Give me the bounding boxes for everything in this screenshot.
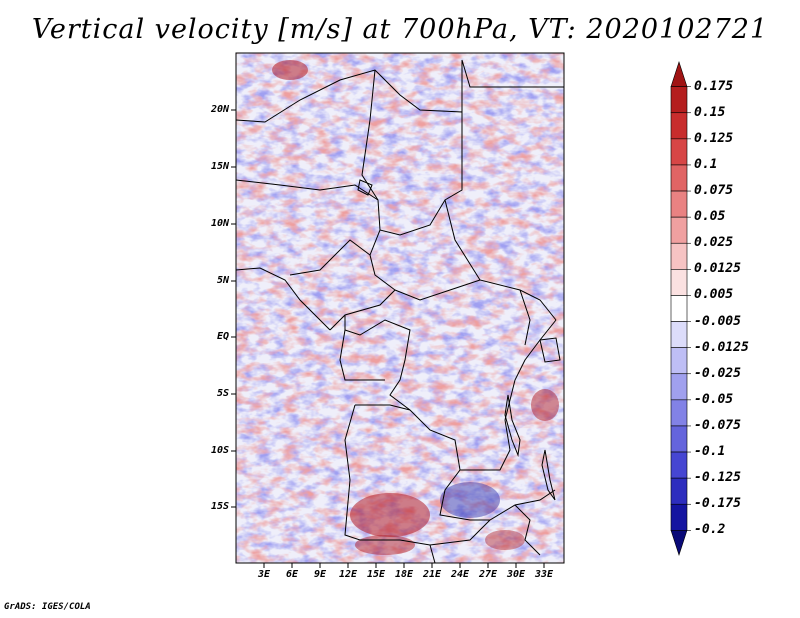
colorbar-label: 0.0125	[694, 261, 741, 277]
updraft-south	[355, 535, 415, 555]
lat-label-15N: 15N	[210, 161, 229, 172]
lat-label-20N: 20N	[210, 104, 229, 115]
colorbar-swatch	[670, 86, 688, 114]
map-frame	[235, 52, 565, 564]
lake-malawi	[541, 449, 556, 501]
colorbar-label: -0.125	[694, 470, 741, 486]
lat-label-15S: 15S	[210, 501, 229, 512]
lon-label-15E: 15E	[366, 569, 386, 580]
lon-label-12E: 12E	[338, 569, 358, 580]
colorbar-label: 0.15	[694, 104, 726, 120]
colorbar-label: 0.075	[694, 183, 734, 199]
lat-label-EQ: EQ	[216, 331, 229, 342]
colorbar-label: -0.075	[694, 417, 741, 433]
lon-label-9E: 9E	[313, 569, 327, 580]
colorbar	[670, 61, 691, 556]
updraft-southeast	[485, 530, 525, 550]
map-panel	[236, 53, 564, 563]
colorbar-swatch	[670, 242, 688, 270]
lon-label-27E: 27E	[478, 569, 498, 580]
lon-label-3E: 3E	[257, 569, 271, 580]
lon-label-18E: 18E	[394, 569, 414, 580]
strong-downdraft-zone	[440, 482, 500, 518]
lat-label-10N: 10N	[210, 218, 229, 229]
lake-chad	[357, 179, 373, 196]
velocity-field	[236, 53, 564, 563]
lon-label-33E: 33E	[534, 569, 554, 580]
colorbar-label: -0.175	[694, 496, 741, 512]
colorbar-swatch	[670, 503, 688, 531]
colorbar-label: -0.05	[694, 391, 734, 407]
colorbar-label: -0.1	[694, 444, 726, 460]
country-borders	[236, 59, 564, 563]
colorbar-label: 0.125	[694, 130, 734, 146]
lake-outlines	[357, 179, 561, 501]
colorbar-swatch	[670, 477, 688, 505]
lake-victoria	[539, 337, 561, 363]
colorbar-swatch	[670, 425, 688, 453]
colorbar-label: -0.2	[694, 522, 726, 538]
colorbar-swatch	[670, 190, 688, 218]
strong-updraft-zone	[350, 493, 430, 537]
colorbar-swatch	[670, 138, 688, 166]
lon-label-21E: 21E	[422, 569, 442, 580]
colorbar-swatch	[670, 112, 688, 140]
colorbar-swatch	[670, 451, 688, 479]
grads-credit: GrADS: IGES/COLA	[4, 602, 91, 612]
lon-label-6E: 6E	[285, 569, 299, 580]
colorbar-swatch	[670, 216, 688, 244]
updraft-east	[531, 389, 559, 421]
colorbar-swatch	[670, 347, 688, 375]
colorbar-label: 0.175	[694, 78, 734, 94]
colorbar-label: 0.05	[694, 209, 726, 225]
colorbar-swatch	[670, 399, 688, 427]
lon-label-24E: 24E	[450, 569, 470, 580]
lat-label-10S: 10S	[210, 445, 229, 456]
colorbar-swatch	[670, 164, 688, 192]
colorbar-swatch	[670, 321, 688, 348]
lon-label-30E: 30E	[506, 569, 526, 580]
map-title: Vertical velocity [m/s] at 700hPa, VT: 2…	[31, 14, 769, 45]
lake-tanganyika	[504, 394, 521, 457]
colorbar-label: 0.025	[694, 235, 734, 251]
colorbar-bottom-arrow	[670, 530, 688, 556]
colorbar-label: 0.1	[694, 156, 718, 172]
lat-label-5N: 5N	[216, 275, 229, 286]
colorbar-label: -0.005	[694, 313, 741, 329]
updraft-north	[272, 60, 308, 80]
colorbar-swatch	[670, 295, 688, 322]
colorbar-swatch	[670, 373, 688, 401]
colorbar-label: -0.0125	[694, 339, 749, 355]
lat-label-5S: 5S	[216, 388, 229, 399]
lon-ticks	[263, 563, 545, 568]
colorbar-label: 0.005	[694, 287, 734, 303]
colorbar-label: -0.025	[694, 365, 741, 381]
lat-ticks	[231, 109, 236, 508]
colorbar-top-arrow	[670, 61, 688, 87]
colorbar-swatch	[670, 269, 688, 296]
